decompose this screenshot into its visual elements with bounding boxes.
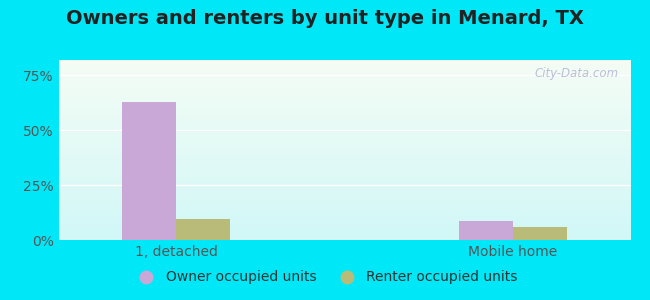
Text: Owners and renters by unit type in Menard, TX: Owners and renters by unit type in Menar… [66, 9, 584, 28]
Text: City-Data.com: City-Data.com [535, 67, 619, 80]
Legend: Owner occupied units, Renter occupied units: Owner occupied units, Renter occupied un… [127, 265, 523, 290]
Bar [122, 102, 176, 240]
Bar [176, 219, 230, 240]
Bar [513, 227, 567, 240]
Bar [459, 221, 513, 240]
